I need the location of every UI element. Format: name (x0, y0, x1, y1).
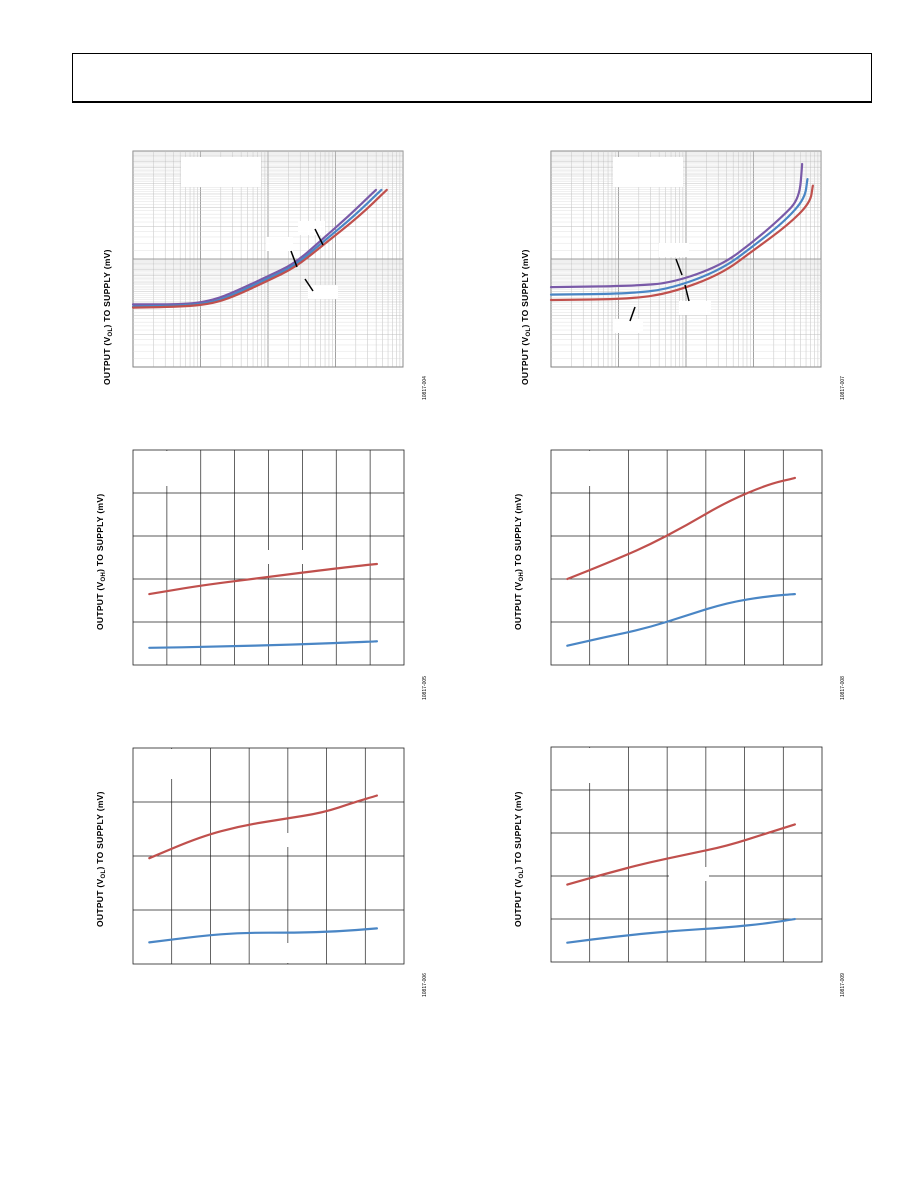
chart-2: OUTPUT (VOL) TO SUPPLY (mV) 10817-007 (520, 150, 846, 400)
annotation-mask-3 (613, 319, 643, 333)
plot-area (549, 150, 822, 368)
figure-id: 10817-004 (422, 376, 428, 400)
legend-mask (552, 748, 614, 783)
figure-id: 10817-006 (422, 973, 428, 997)
arrow-line (290, 250, 298, 268)
annotation-mask-1 (251, 833, 291, 847)
grid (133, 450, 404, 665)
legend-mask (552, 451, 614, 486)
series-line-2 (148, 927, 378, 944)
series-group (148, 794, 379, 944)
arrow-line (684, 284, 690, 302)
grid (550, 150, 822, 368)
page-header-box (72, 53, 872, 103)
chart-4: OUTPUT (VOH) TO SUPPLY (mV) 10817-008 (513, 449, 846, 700)
arrow-line (304, 278, 314, 292)
figure-id: 10817-008 (840, 676, 846, 700)
figure-id: 10817-007 (840, 376, 846, 400)
figure-id: 10817-005 (422, 676, 428, 700)
series-group (148, 562, 379, 649)
plot-area (131, 150, 404, 368)
series-group (131, 188, 388, 309)
y-axis-label: OUTPUT (VOL) TO SUPPLY (mV) (513, 791, 525, 927)
arrow-line (314, 228, 324, 246)
plot-area (550, 449, 823, 666)
annotation-mask-2 (679, 301, 711, 315)
arrow-line (629, 306, 636, 322)
series-line-3 (549, 184, 814, 302)
legend-mask (181, 157, 261, 187)
y-axis-label: OUTPUT (VOH) TO SUPPLY (mV) (513, 494, 525, 630)
legend-mask (613, 157, 683, 187)
series-group (549, 162, 814, 302)
series-line-2 (148, 640, 379, 649)
y-axis-label: OUTPUT (VOL) TO SUPPLY (mV) (520, 249, 532, 385)
figure-id: 10817-009 (840, 973, 846, 997)
annotation-mask-1 (266, 237, 293, 251)
annotation-mask-2 (251, 943, 291, 963)
plot-area (132, 747, 405, 965)
series-line-1 (148, 562, 378, 596)
annotation-mask (669, 867, 709, 881)
arrow-line (675, 258, 683, 276)
arrow-annotations (290, 228, 324, 292)
plot-area (550, 746, 823, 963)
series-line-1 (148, 794, 379, 860)
y-axis-label: OUTPUT (VOL) TO SUPPLY (mV) (95, 791, 107, 927)
series-line-3 (131, 188, 388, 309)
series-line-2 (566, 917, 797, 944)
grid (132, 150, 404, 368)
chart-1: OUTPUT (VOL) TO SUPPLY (mV) 10817-004 (102, 150, 428, 400)
plot-area (132, 449, 405, 666)
series-line-2 (566, 592, 797, 647)
annotation-mask-3 (308, 285, 338, 299)
series-line-1 (549, 162, 804, 289)
annotation-mask (263, 550, 303, 564)
y-axis-label: OUTPUT (VOL) TO SUPPLY (mV) (102, 249, 114, 385)
legend-mask (134, 749, 196, 779)
series-line-2 (549, 178, 809, 296)
arrow-annotations (629, 258, 690, 322)
series-group (566, 476, 797, 647)
y-axis-label: OUTPUT (VOH) TO SUPPLY (mV) (95, 494, 107, 630)
chart-3: OUTPUT (VOH) TO SUPPLY (mV) 10817-005 (95, 449, 428, 700)
series-line-1 (131, 188, 378, 306)
annotation-mask-2 (298, 221, 325, 235)
grid (551, 450, 822, 665)
series-line-1 (566, 823, 797, 886)
legend-mask (134, 451, 196, 486)
annotation-mask-1 (659, 243, 689, 257)
chart-5: OUTPUT (VOL) TO SUPPLY (mV) 10817-006 (95, 747, 428, 997)
series-group (566, 823, 797, 944)
chart-6: OUTPUT (VOL) TO SUPPLY (mV) 10817-009 (513, 746, 846, 997)
series-line-1 (566, 476, 797, 581)
